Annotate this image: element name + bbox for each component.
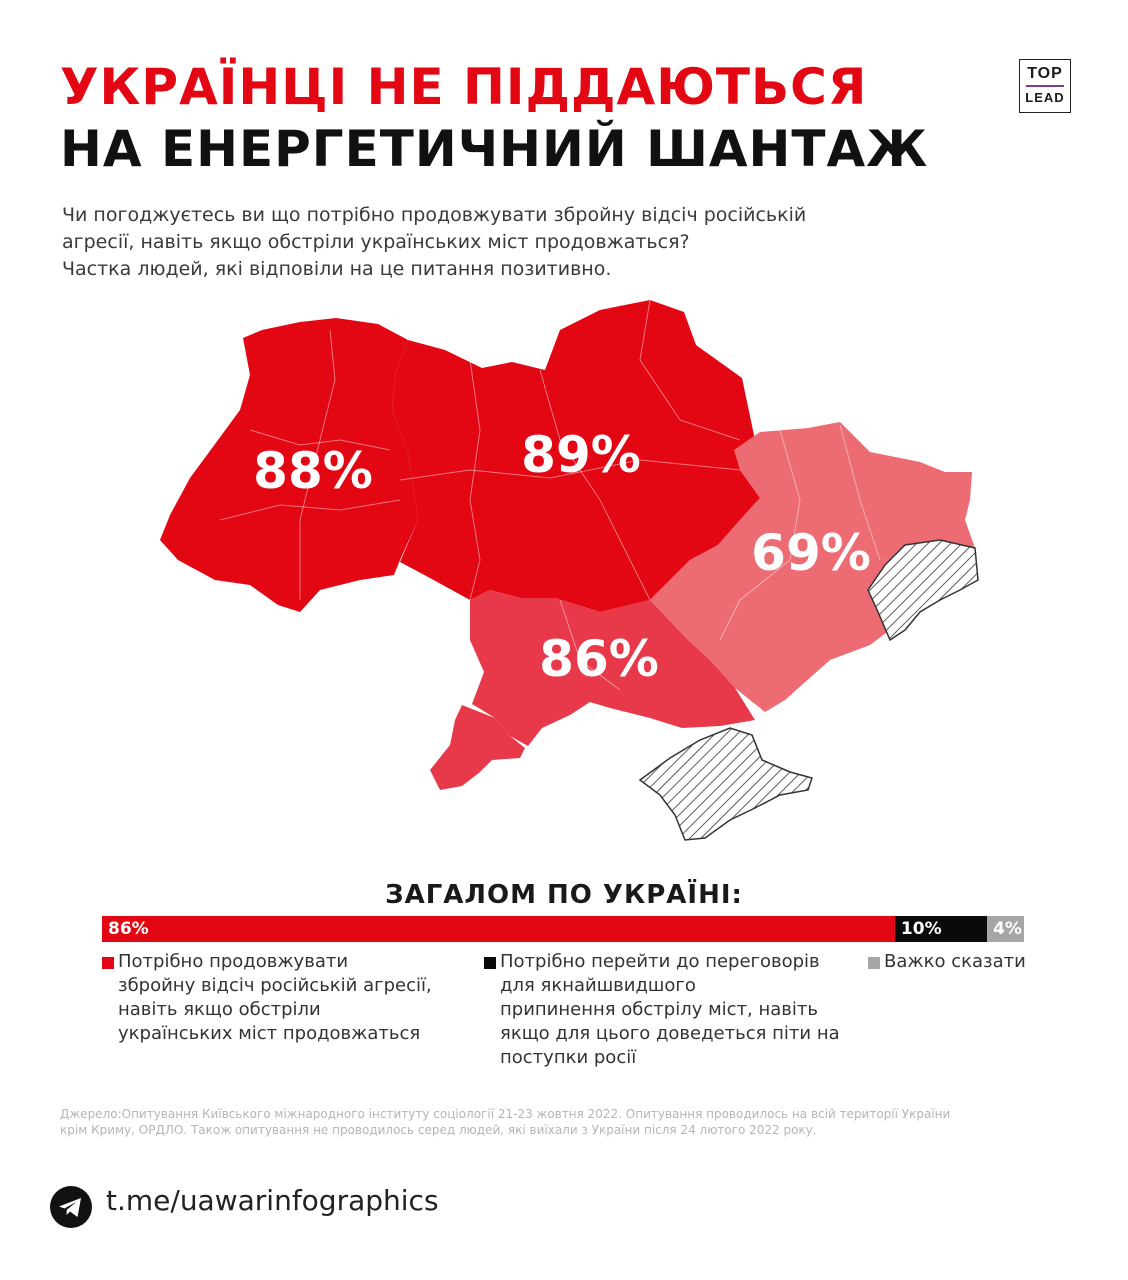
title-line-2: НА ЕНЕРГЕТИЧНИЙ ШАНТАЖ [60,120,929,178]
bar-segment-hard-to-say: 4% [987,916,1024,942]
telegram-channel-link[interactable]: t.me/uawarinfographics [106,1184,439,1217]
logo-divider [1026,85,1064,87]
bar-segment-continue: 86% [102,916,895,942]
legend-swatch-black [484,957,496,969]
occupied-donbas [867,539,979,642]
region-percentage-label: 89% [521,426,641,484]
legend-swatch-grey [868,957,880,969]
title-line-1: УКРАЇНЦІ НЕ ПІДДАЮТЬСЯ [60,58,868,116]
question-line-2: агресії, навіть якщо обстріли українськи… [62,231,690,253]
ukraine-map: 88% 89% 86% 69% [160,299,979,841]
logo-top-text: TOP [1027,65,1063,82]
occupied-crimea [638,727,813,841]
map-region-odesa-south [430,705,525,790]
telegram-icon [50,1186,92,1228]
legend-item-negotiate: Потрібно перейти до переговорів для якна… [484,950,840,1070]
survey-question: Чи погоджуєтесь ви що потрібно продовжув… [62,202,922,283]
question-line-3: Частка людей, які відповіли на це питанн… [62,258,612,280]
region-percentage-label: 88% [253,442,373,500]
bar-label-continue: 86% [108,919,149,939]
top-lead-logo: TOP LEAD [1019,59,1071,113]
map-region-west [160,318,418,612]
overall-stacked-bar: 86% 10% 4% [102,916,1024,942]
legend-text-hard-to-say: Важко сказати [884,951,1026,972]
overall-title: ЗАГАЛОМ ПО УКРАЇНІ: [385,880,743,910]
map-region-center [392,300,760,612]
source-note: Джерело:Опитування Київського міжнародно… [60,1107,951,1137]
region-percentage-label: 69% [751,524,871,582]
legend-text-negotiate: Потрібно перейти до переговорів для якна… [500,951,840,1068]
oblast-borders [219,299,881,691]
bar-segment-negotiate: 10% [894,916,988,942]
bar-label-negotiate: 10% [900,919,942,939]
legend-swatch-red [102,957,114,969]
map-region-south [470,590,755,746]
question-line-1: Чи погоджуєтесь ви що потрібно продовжув… [62,204,807,226]
logo-bottom-text: LEAD [1025,90,1065,105]
bar-label-hard-to-say: 4% [993,919,1022,939]
legend-text-continue: Потрібно продовжувати збройну відсіч рос… [118,951,432,1044]
region-percentage-label: 86% [539,630,659,688]
map-region-east [650,422,975,712]
legend-item-hard-to-say: Важко сказати [868,950,1026,974]
legend-item-continue: Потрібно продовжувати збройну відсіч рос… [102,950,432,1046]
